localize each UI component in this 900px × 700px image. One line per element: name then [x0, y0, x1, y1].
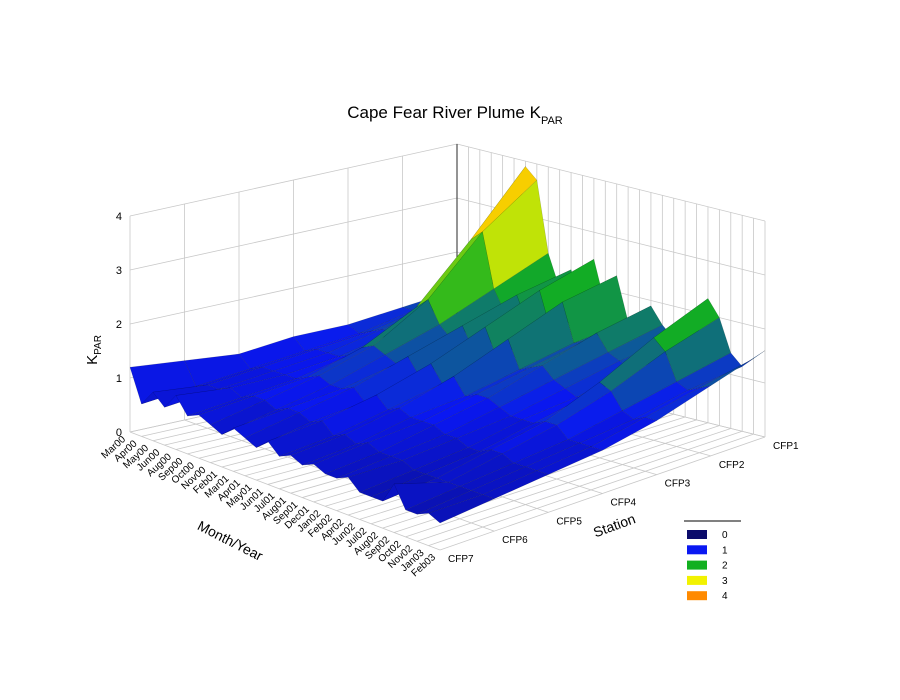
floor-month-line — [405, 428, 731, 538]
y-tick-label: CFP3 — [665, 479, 691, 490]
floor-month-line — [428, 433, 754, 547]
chart-title: Cape Fear River Plume KPAR — [347, 103, 563, 127]
legend-swatch — [687, 530, 707, 539]
legend-label: 3 — [722, 576, 728, 587]
z-tick-label: 0 — [116, 427, 122, 439]
legend-swatch — [687, 591, 707, 601]
legend-swatch — [687, 545, 707, 555]
title-sub: PAR — [541, 115, 563, 127]
z-label-sub: PAR — [93, 335, 104, 355]
grid-line — [129, 143, 766, 222]
floor-month-line — [439, 436, 766, 551]
legend-label: 0 — [722, 530, 728, 541]
y-tick-label: CFP7 — [448, 554, 474, 565]
surface-cell — [428, 494, 495, 524]
z-tick-label: 1 — [116, 373, 122, 385]
floor-month-line — [416, 430, 743, 542]
legend-label: 1 — [722, 545, 728, 556]
z-tick-label: 3 — [116, 265, 122, 277]
y-tick-label: CFP1 — [773, 441, 799, 452]
legend-label: 4 — [722, 591, 728, 602]
y-tick-label: CFP2 — [719, 460, 745, 471]
floor-station-line — [129, 431, 441, 551]
y-axis-label: Station — [591, 510, 637, 540]
legend-swatch — [687, 575, 707, 585]
z-axis-label: KPAR — [84, 335, 104, 365]
legend-label: 2 — [722, 561, 728, 572]
x-axis-label: Month/Year — [195, 517, 266, 564]
legend-swatch — [687, 560, 707, 570]
grid-line — [129, 197, 766, 276]
y-tick-label: CFP4 — [611, 498, 637, 509]
z-tick-label: 2 — [116, 319, 122, 331]
z-label-main: K — [84, 355, 101, 365]
y-tick-label: CFP5 — [556, 516, 582, 527]
legend: 0 1 2 3 4 — [687, 530, 728, 602]
z-tick-label: 4 — [116, 211, 122, 223]
y-tick-label: CFP6 — [502, 535, 528, 546]
title-main: Cape Fear River Plume K — [347, 103, 541, 122]
